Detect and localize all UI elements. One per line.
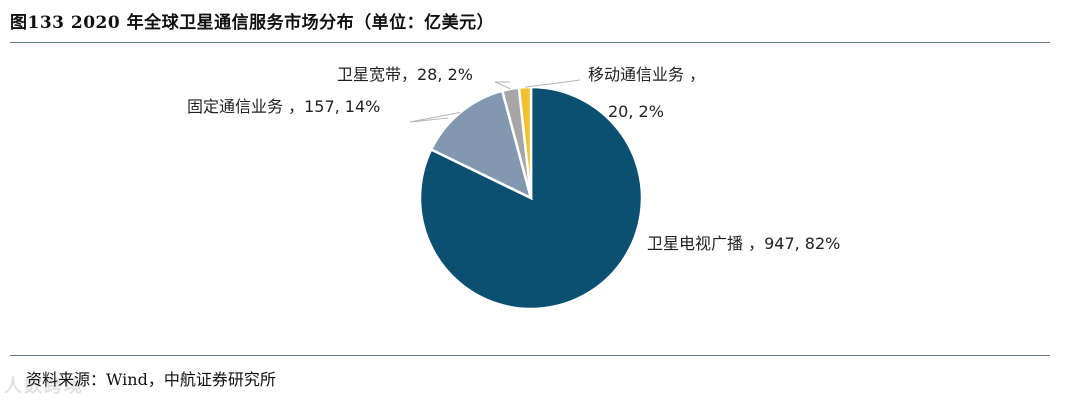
label-broadband: 卫星宽带，28, 2% [337,65,473,84]
leader-fixed-comm [409,111,461,123]
leader-lines [409,79,581,123]
chart-title: 图133 2020 年全球卫星通信服务市场分布（单位：亿美元） [10,13,495,33]
label-mobile-line1: 移动通信业务 ， [588,65,705,84]
label-mobile-line2: 20, 2% [608,102,664,121]
top-divider [10,42,1050,43]
watermark: 人数跨境 [4,376,84,397]
bottom-divider [10,355,1050,356]
slice-fixed-comm [429,89,533,201]
leader-broadband [494,81,511,90]
pie-slices [418,85,644,311]
leader-mobile [524,79,581,88]
label-fixed-comm: 固定通信业务 ，157, 14% [187,97,380,116]
label-satellite-tv: 卫星电视广播 ，947, 82% [647,234,840,253]
source-note: 资料来源：Wind，中航证券研究所 [26,370,276,389]
